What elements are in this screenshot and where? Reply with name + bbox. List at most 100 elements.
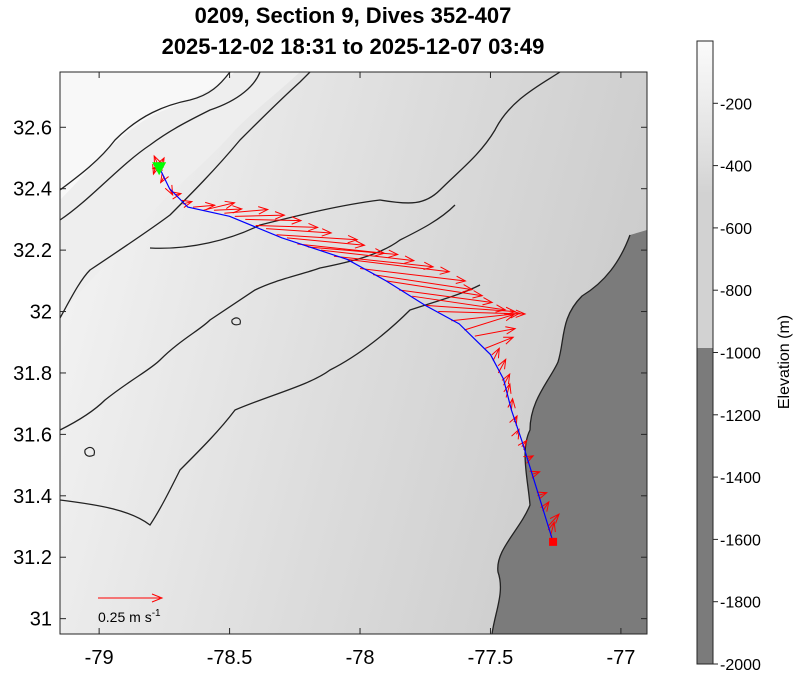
plot-frame	[59, 71, 648, 635]
vector-head	[291, 216, 303, 225]
current-vector	[412, 295, 507, 313]
vector-head	[274, 211, 286, 220]
current-vectors	[151, 154, 560, 536]
colorbar: -200 -400 -600 -800 -1000 -1200 -1400 -1600 -180…	[696, 40, 793, 674]
vector-shaft	[492, 348, 500, 361]
current-vector	[224, 206, 270, 215]
current-vector	[509, 414, 518, 426]
vector-shaft	[386, 280, 483, 297]
vector-head	[347, 234, 359, 244]
vector-head	[503, 313, 516, 322]
vector-head	[540, 500, 550, 512]
vector-shaft	[320, 249, 414, 262]
current-vector	[276, 234, 359, 244]
contour-line-4	[60, 204, 456, 431]
current-vector	[320, 249, 416, 264]
vector-head	[164, 184, 174, 197]
colorbar-upper	[697, 41, 713, 348]
y-tick-label: 31.8	[13, 363, 52, 385]
vector-head	[404, 255, 416, 264]
vector-head	[515, 309, 527, 318]
colorbar-tick-label: -400	[720, 159, 752, 176]
vector-head	[549, 513, 560, 524]
colorbar-label: Elevation (m)	[776, 315, 793, 409]
shelf-shallow-region	[60, 72, 235, 200]
vector-shaft	[245, 218, 302, 222]
current-vector	[266, 228, 333, 237]
y-tick-label: 31.6	[13, 424, 52, 446]
vector-shaft	[464, 313, 515, 331]
end-marker	[549, 537, 558, 546]
vector-head	[205, 201, 217, 211]
contour-island	[84, 446, 95, 457]
colorbar-tick-label: -2000	[720, 657, 761, 674]
vector-head	[505, 326, 517, 335]
vector-head	[547, 520, 556, 533]
colorbar-tick-label: -800	[720, 283, 752, 300]
vector-shaft	[372, 274, 473, 291]
vector-head	[232, 205, 244, 214]
start-marker	[152, 162, 167, 176]
vector-shaft	[438, 311, 526, 315]
colorbar-tick-label: -1800	[720, 595, 761, 612]
contour-line-2	[60, 72, 261, 221]
vector-shaft	[266, 228, 332, 234]
vector-shaft	[425, 304, 516, 313]
current-vector	[193, 201, 217, 211]
deep-region-1000m	[492, 230, 647, 634]
x-tick-label: -79	[85, 647, 114, 669]
vector-head	[495, 304, 507, 313]
vector-head	[511, 428, 520, 440]
vector-shaft	[333, 255, 434, 268]
current-vector	[255, 222, 320, 232]
vector-head	[529, 470, 541, 479]
vector-head	[224, 200, 236, 209]
vector-head	[517, 439, 528, 451]
contour-line-3	[60, 72, 311, 319]
current-vector	[485, 336, 515, 349]
vector-shaft	[224, 209, 268, 214]
vector-head	[497, 358, 507, 370]
x-tick-label: -77.5	[468, 647, 514, 669]
y-tick-label: 31	[30, 609, 52, 631]
vector-shaft	[412, 295, 506, 311]
vector-shaft	[399, 289, 493, 303]
track-markers	[152, 162, 558, 546]
vector-shaft	[547, 513, 560, 527]
glider-track	[158, 166, 554, 543]
vector-head	[536, 491, 549, 500]
vector-head	[388, 249, 400, 258]
vector-head	[159, 172, 169, 184]
vector-head	[509, 414, 518, 426]
current-vector	[234, 211, 286, 220]
current-vector	[372, 274, 474, 293]
x-tick-label: -78.5	[207, 647, 253, 669]
x-tick-label: -77	[606, 647, 635, 669]
y-tick-label: 32.6	[13, 117, 52, 139]
current-vector	[213, 205, 244, 214]
current-vector	[451, 310, 521, 322]
y-axis-ticks: 31 31.2 31.4 31.6 31.8 32 32.2 32.4 32.6	[13, 117, 647, 631]
vector-shaft	[307, 246, 398, 255]
chart-title-line1: 0209, Section 9, Dives 352-407	[195, 3, 512, 28]
vector-shaft	[203, 202, 235, 211]
vector-shaft	[213, 208, 242, 211]
y-tick-label: 31.4	[13, 486, 52, 508]
current-vector	[547, 513, 560, 527]
colorbar-tick-label: -1000	[720, 346, 761, 363]
contour-line-5	[60, 284, 481, 526]
colorbar-tick-label: -1400	[720, 470, 761, 487]
vector-shaft	[193, 204, 215, 208]
vector-shaft	[346, 258, 450, 273]
contour-line-shallow	[60, 72, 231, 191]
y-tick-label: 32.4	[13, 179, 52, 201]
vector-shaft	[451, 312, 520, 322]
vector-head	[439, 266, 451, 275]
vector-shaft	[255, 225, 318, 228]
contour-line-mid	[149, 72, 561, 249]
current-vector	[464, 313, 516, 331]
scale-label: 0.25 m s-1	[98, 608, 161, 625]
colorbar-lower	[697, 348, 713, 664]
